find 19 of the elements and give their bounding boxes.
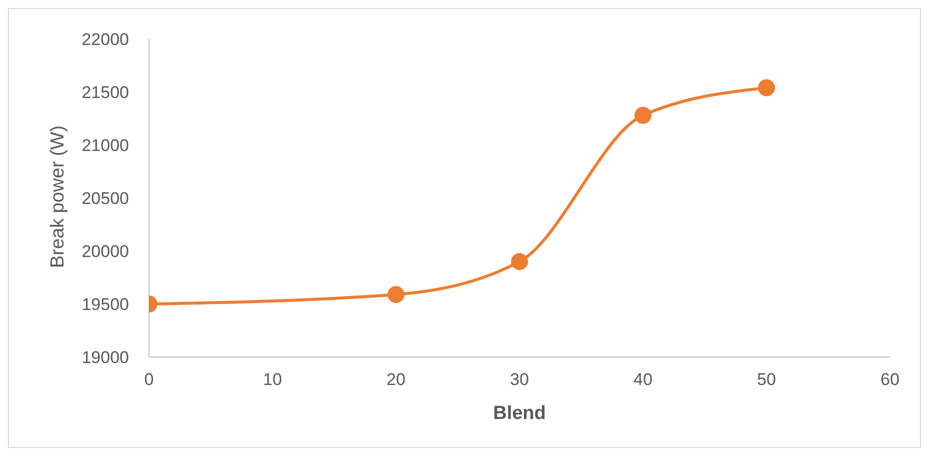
- x-tick-label: 20: [386, 370, 406, 390]
- point: [511, 253, 528, 270]
- y-tick-label: 20000: [82, 242, 129, 262]
- x-tick-label: 60: [880, 370, 900, 390]
- y-tick-label: 21500: [82, 83, 129, 102]
- y-tick-label: 19000: [82, 348, 129, 368]
- x-tick-label: 0: [144, 370, 154, 390]
- x-tick-label: 50: [757, 370, 776, 390]
- x-tick-label: 10: [263, 370, 282, 390]
- point: [634, 106, 652, 124]
- y-tick-label: 21000: [82, 136, 129, 156]
- y-tick-label: 19500: [82, 295, 129, 314]
- y-tick-label: 22000: [82, 30, 129, 50]
- x-tick-label: 40: [634, 370, 652, 390]
- y-axis-title: Break power (W): [48, 125, 69, 268]
- x-tick-label: 30: [510, 370, 529, 390]
- point: [758, 79, 775, 96]
- x-axis-title: Blend: [493, 403, 546, 424]
- y-tick-label: 20500: [82, 189, 129, 208]
